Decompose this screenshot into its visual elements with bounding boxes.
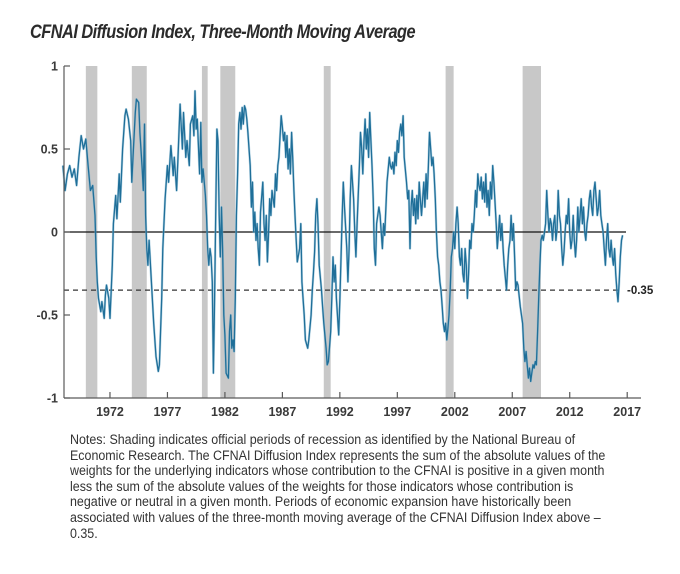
x-tick-label: 1987: [268, 405, 296, 419]
axes: [63, 65, 641, 399]
series-line: [62, 90, 624, 383]
x-tick-label: 1992: [326, 405, 354, 419]
x-tick-label: 2007: [498, 405, 526, 419]
series-line-group: [61, 89, 624, 383]
chart: -0.35 -1 -0.5 0 0.5 1 1972 1977 1982 1987 1992 199…: [36, 60, 654, 420]
x-tick-label: 2002: [441, 405, 469, 419]
x-tick-label: 1972: [96, 405, 124, 419]
y-tick-label: -0.5: [36, 309, 58, 323]
y-tick-label: 1: [51, 60, 58, 74]
chart-notes: Notes: Shading indicates official period…: [70, 432, 606, 541]
tick-labels: -1 -0.5 0 0.5 1 1972 1977 1982 1987 1992 1997 2002 2…: [36, 60, 641, 420]
x-tick-label: 1997: [383, 405, 411, 419]
x-tick-label: 2017: [613, 405, 641, 419]
x-tick-label: 1977: [154, 405, 182, 419]
threshold-label: -0.35: [627, 285, 654, 297]
y-tick-label: 0: [51, 226, 58, 240]
chart-title: CFNAI Diffusion Index, Three-Month Movin…: [30, 22, 416, 43]
x-tick-label: 1982: [211, 405, 239, 419]
x-tick-label: 2012: [556, 405, 584, 419]
y-tick-label: -1: [47, 392, 58, 406]
y-tick-label: 0.5: [41, 143, 58, 157]
